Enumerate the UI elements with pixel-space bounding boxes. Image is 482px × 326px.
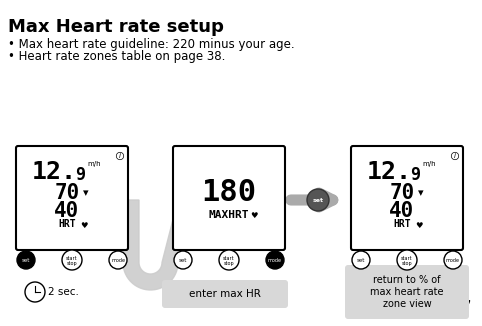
Text: ♥: ♥	[415, 221, 423, 230]
Circle shape	[352, 251, 370, 269]
Text: mode: mode	[268, 258, 282, 262]
Text: m/h: m/h	[422, 161, 436, 167]
FancyBboxPatch shape	[345, 265, 469, 319]
Text: HRT: HRT	[393, 219, 411, 229]
Text: 70: 70	[54, 183, 80, 203]
Text: 9: 9	[75, 166, 85, 184]
Text: mode: mode	[446, 258, 460, 262]
Circle shape	[174, 251, 192, 269]
FancyBboxPatch shape	[162, 280, 288, 308]
Text: HRT: HRT	[58, 219, 76, 229]
FancyBboxPatch shape	[16, 146, 128, 250]
Text: ♥: ♥	[250, 211, 258, 220]
Text: MAXHRT: MAXHRT	[209, 210, 249, 220]
Text: 9: 9	[410, 166, 420, 184]
Circle shape	[219, 250, 239, 270]
Text: Max Heart rate setup: Max Heart rate setup	[8, 18, 224, 36]
Text: i: i	[454, 153, 456, 159]
Text: 40: 40	[389, 201, 415, 221]
Text: 27: 27	[451, 300, 472, 315]
Text: stop: stop	[67, 260, 77, 265]
Text: start: start	[66, 257, 78, 261]
Polygon shape	[123, 200, 178, 290]
Text: 40: 40	[54, 201, 80, 221]
Text: ▾: ▾	[418, 188, 424, 198]
Text: mode: mode	[111, 258, 125, 262]
Text: 2 sec.: 2 sec.	[48, 287, 79, 297]
Text: stop: stop	[224, 260, 234, 265]
FancyBboxPatch shape	[173, 146, 285, 250]
Circle shape	[307, 189, 329, 211]
Text: ♥: ♥	[80, 221, 88, 230]
Text: 12.: 12.	[31, 160, 77, 184]
Circle shape	[25, 282, 45, 302]
Text: set: set	[22, 258, 30, 262]
Text: 70: 70	[389, 183, 415, 203]
Circle shape	[62, 250, 82, 270]
Text: stop: stop	[402, 260, 412, 265]
Circle shape	[397, 250, 417, 270]
Text: set: set	[179, 258, 187, 262]
Text: i: i	[119, 153, 121, 159]
Text: m/h: m/h	[87, 161, 101, 167]
Text: 180: 180	[201, 178, 256, 207]
Circle shape	[109, 251, 127, 269]
Text: • Heart rate zones table on page 38.: • Heart rate zones table on page 38.	[8, 50, 226, 63]
Circle shape	[266, 251, 284, 269]
Text: ▾: ▾	[83, 188, 89, 198]
Text: • Max heart rate guideline: 220 minus your age.: • Max heart rate guideline: 220 minus yo…	[8, 38, 295, 51]
Text: 12.: 12.	[366, 160, 412, 184]
FancyBboxPatch shape	[351, 146, 463, 250]
Text: return to % of
max heart rate
zone view: return to % of max heart rate zone view	[370, 275, 444, 309]
Text: set: set	[357, 258, 365, 262]
Text: start: start	[401, 257, 413, 261]
Text: enter max HR: enter max HR	[189, 289, 261, 299]
Text: set: set	[312, 198, 323, 202]
Circle shape	[17, 251, 35, 269]
Text: start: start	[223, 257, 235, 261]
Circle shape	[444, 251, 462, 269]
